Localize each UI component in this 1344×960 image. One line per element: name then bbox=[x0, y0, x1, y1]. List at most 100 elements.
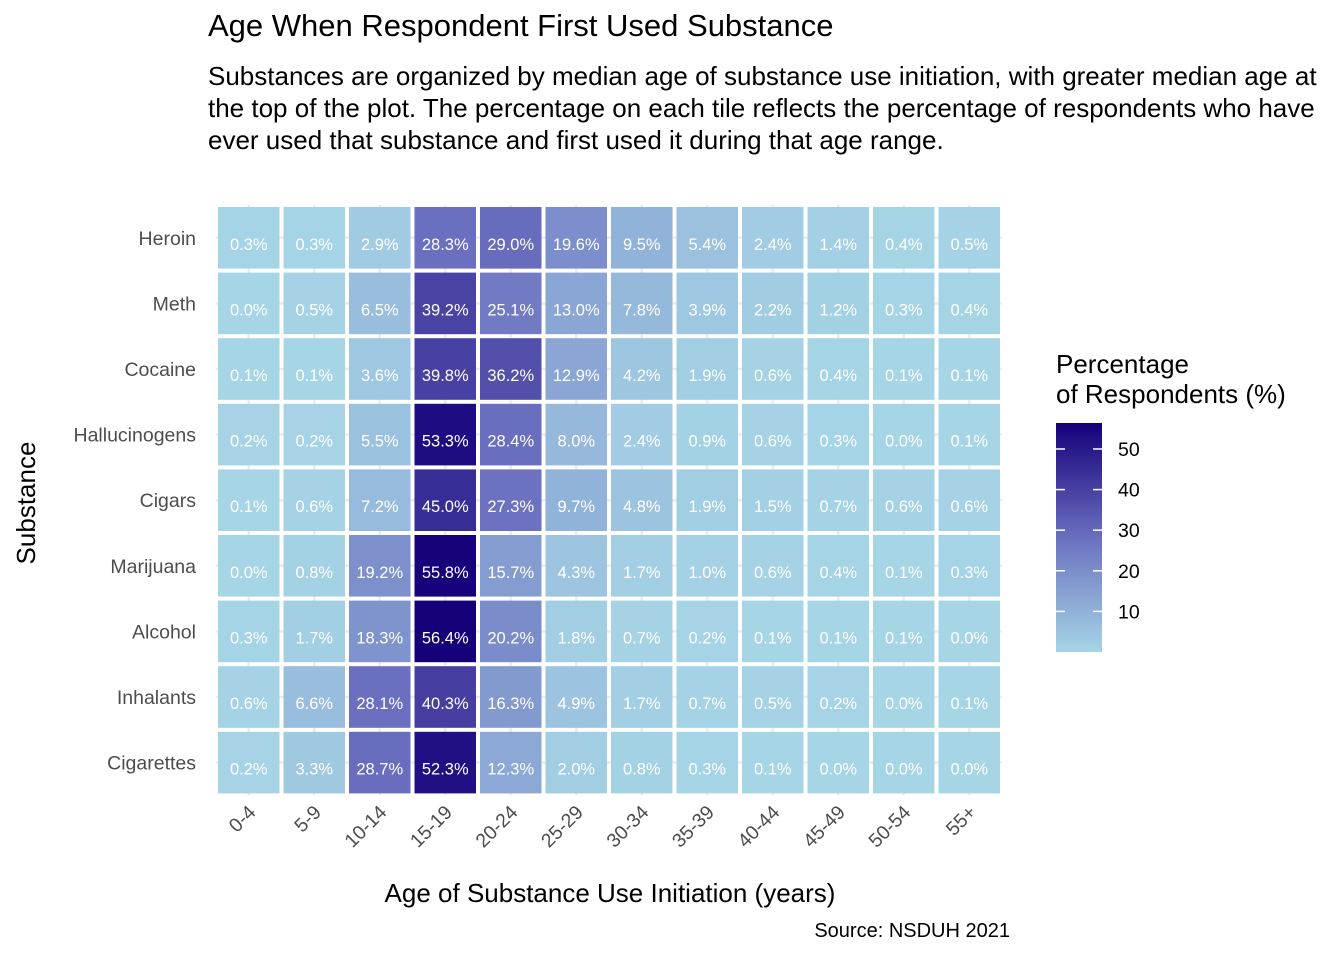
tile-value-label: 7.2% bbox=[361, 498, 399, 516]
heatmap-tile bbox=[938, 403, 1000, 466]
heatmap-tile bbox=[742, 535, 804, 597]
tile-value-label: 0.2% bbox=[819, 695, 857, 713]
heatmap-tile bbox=[218, 666, 280, 728]
heatmap-tile bbox=[480, 403, 542, 466]
tile-value-label: 0.7% bbox=[819, 498, 857, 516]
tile-value-label: 0.6% bbox=[230, 695, 268, 713]
tile-value-label: 45.0% bbox=[422, 498, 469, 516]
tile-value-label: 19.2% bbox=[356, 564, 403, 582]
tile-value-label: 40.3% bbox=[422, 695, 469, 713]
tile-value-label: 9.5% bbox=[623, 236, 661, 254]
x-tick-label: 25-29 bbox=[537, 801, 588, 852]
heatmap-tile bbox=[414, 469, 476, 531]
tile-value-label: 0.1% bbox=[230, 498, 268, 516]
tile-value-label: 0.1% bbox=[295, 367, 333, 385]
tile-value-label: 0.3% bbox=[295, 236, 333, 254]
tile-value-label: 0.5% bbox=[950, 236, 988, 254]
heatmap-tile bbox=[218, 403, 280, 466]
heatmap-tile bbox=[349, 600, 411, 663]
tile-value-label: 0.2% bbox=[230, 433, 268, 451]
heatmap-tile bbox=[676, 272, 738, 335]
tile-value-label: 0.0% bbox=[819, 761, 857, 779]
y-tick-label: Alcohol bbox=[132, 621, 196, 643]
heatmap-tile bbox=[480, 731, 542, 794]
heatmap-tile bbox=[349, 338, 411, 400]
tile-value-label: 0.5% bbox=[754, 695, 792, 713]
tile-value-label: 0.4% bbox=[819, 367, 857, 385]
tile-value-label: 28.1% bbox=[356, 695, 403, 713]
heatmap-tile bbox=[218, 207, 280, 269]
tile-value-label: 4.8% bbox=[623, 498, 661, 516]
heatmap-tile bbox=[873, 600, 935, 663]
tile-value-label: 4.3% bbox=[557, 564, 595, 582]
heatmap-tile bbox=[676, 535, 738, 597]
y-tick-label: Meth bbox=[153, 293, 196, 315]
heatmap-tile bbox=[545, 403, 607, 466]
chart-title: Age When Respondent First Used Substance bbox=[208, 8, 834, 43]
x-tick-label: 35-39 bbox=[668, 801, 719, 852]
tile-value-label: 3.3% bbox=[295, 761, 333, 779]
heatmap-tile bbox=[218, 731, 280, 794]
x-tick-label: 50-54 bbox=[864, 801, 915, 852]
tile-value-label: 1.9% bbox=[688, 367, 726, 385]
heatmap-tile bbox=[414, 207, 476, 269]
heatmap-tile bbox=[938, 207, 1000, 269]
heatmap-tile bbox=[480, 535, 542, 597]
heatmap-tile bbox=[611, 666, 673, 728]
heatmap-tile bbox=[545, 600, 607, 663]
heatmap-tile bbox=[676, 600, 738, 663]
heatmap-tile bbox=[480, 207, 542, 269]
x-axis-ticks: 0-4 5-9 10-14 15-19 20-24 25-29 30-34 35-39 40-4… bbox=[225, 801, 981, 852]
heatmap-tile bbox=[480, 469, 542, 531]
heatmap-tile bbox=[611, 600, 673, 663]
tile-value-label: 0.1% bbox=[230, 367, 268, 385]
tile-value-label: 5.5% bbox=[361, 433, 399, 451]
tile-value-label: 7.8% bbox=[623, 301, 661, 319]
tile-value-label: 0.4% bbox=[950, 301, 988, 319]
heatmap-tile bbox=[807, 338, 869, 400]
tile-value-label: 0.1% bbox=[885, 564, 923, 582]
tile-value-label: 28.4% bbox=[487, 433, 534, 451]
tile-value-label: 28.7% bbox=[356, 761, 403, 779]
legend-title: Percentage of Respondents (%) bbox=[1056, 349, 1286, 409]
tile-value-label: 0.1% bbox=[754, 761, 792, 779]
x-tick-label: 55+ bbox=[942, 801, 981, 840]
heatmap-tile bbox=[414, 272, 476, 335]
tile-value-label: 0.3% bbox=[819, 433, 857, 451]
tile-value-label: 39.8% bbox=[422, 367, 469, 385]
tile-value-label: 0.6% bbox=[295, 498, 333, 516]
heatmap-tile bbox=[218, 338, 280, 400]
heatmap-tile bbox=[414, 600, 476, 663]
heatmap-tile bbox=[545, 338, 607, 400]
tile-value-label: 2.4% bbox=[754, 236, 792, 254]
x-tick-label: 15-19 bbox=[406, 801, 457, 852]
heatmap-tile bbox=[283, 731, 345, 794]
tile-value-label: 1.7% bbox=[295, 629, 333, 647]
heatmap-tile bbox=[742, 731, 804, 794]
tile-value-label: 0.5% bbox=[295, 301, 333, 319]
legend-colorbar bbox=[1056, 423, 1102, 652]
y-tick-label: Cigars bbox=[140, 490, 197, 512]
legend-ticks: 10 20 30 40 50 bbox=[1056, 439, 1140, 623]
y-tick-label: Heroin bbox=[139, 228, 196, 250]
tile-value-label: 4.2% bbox=[623, 367, 661, 385]
heatmap-tile bbox=[218, 272, 280, 335]
tile-value-label: 1.4% bbox=[819, 236, 857, 254]
heatmap-tile bbox=[218, 600, 280, 663]
heatmap-tile bbox=[742, 338, 804, 400]
tile-value-label: 0.1% bbox=[819, 629, 857, 647]
heatmap-tile bbox=[742, 600, 804, 663]
tile-value-label: 0.2% bbox=[230, 761, 268, 779]
heatmap-tile bbox=[283, 469, 345, 531]
heatmap-tile bbox=[873, 666, 935, 728]
heatmap-tile bbox=[283, 272, 345, 335]
tile-value-label: 28.3% bbox=[422, 236, 469, 254]
heatmap-tile bbox=[349, 207, 411, 269]
tile-value-label: 0.0% bbox=[885, 695, 923, 713]
heatmap-tile bbox=[873, 272, 935, 335]
heatmap-tile bbox=[283, 207, 345, 269]
tile-value-label: 0.3% bbox=[688, 761, 726, 779]
tile-value-label: 0.2% bbox=[295, 433, 333, 451]
tile-value-label: 36.2% bbox=[487, 367, 534, 385]
heatmap-tile bbox=[676, 338, 738, 400]
